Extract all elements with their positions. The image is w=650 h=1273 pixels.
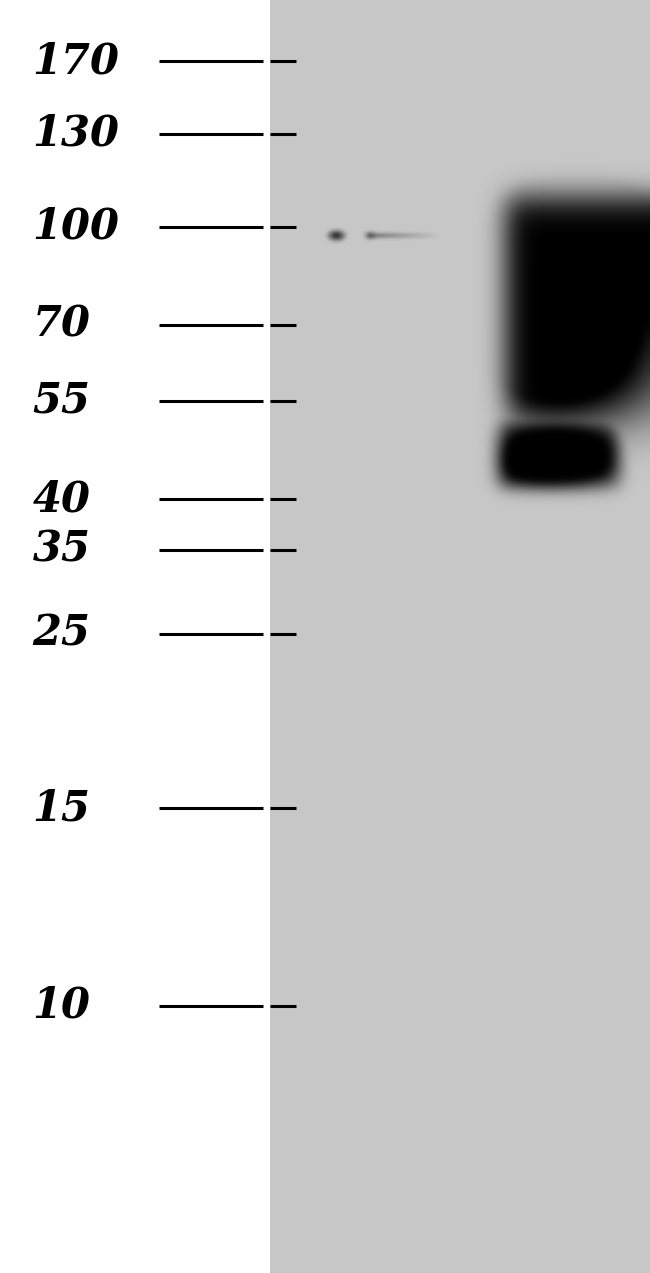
Text: 15: 15 [32,788,90,829]
Bar [270,0,650,1273]
Text: 55: 55 [32,381,90,421]
Text: 170: 170 [32,41,120,81]
Text: 35: 35 [32,530,90,570]
Bar [0,0,270,1273]
Text: 100: 100 [32,206,120,247]
Text: 70: 70 [32,304,90,345]
Text: 40: 40 [32,479,90,519]
Text: 10: 10 [32,985,90,1026]
Text: 25: 25 [32,614,90,654]
Text: 130: 130 [32,113,120,154]
